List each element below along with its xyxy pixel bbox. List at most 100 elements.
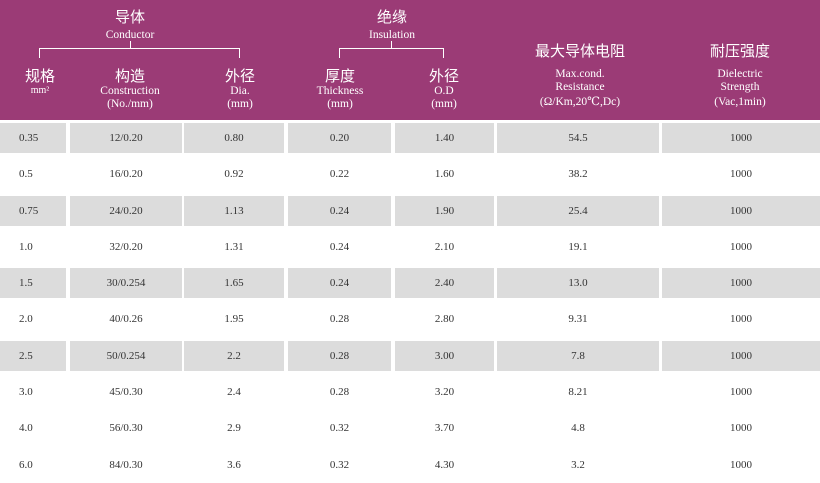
cell-resistance: 13.0	[497, 268, 659, 299]
col-resistance-zh: 最大导体电阻	[534, 44, 625, 60]
col-dia-en: Dia.	[230, 85, 250, 97]
cell-od: 4.30	[434, 458, 455, 471]
table-row: 1.0 32/0.20 1.31 0.24 2.10 19.1 1000	[0, 229, 820, 265]
col-strength-en1: Dielectric	[717, 68, 763, 80]
cell-od: 3.00	[395, 340, 494, 371]
conductor-group-title-en: Conductor	[105, 29, 155, 41]
cell-dia: 1.65	[184, 268, 284, 299]
table-header: 导体 Conductor 绝缘 Insulation 规格 mm² 构造 Con…	[0, 0, 820, 120]
cell-strength: 1000	[730, 386, 752, 399]
cell-thickness: 0.32	[329, 458, 350, 471]
table-body: 0.35 12/0.20 0.80 0.20 1.40 54.5 1000 0.…	[0, 120, 820, 483]
col-thickness-en: Thickness	[316, 85, 364, 97]
cell-resistance: 9.31	[568, 313, 588, 326]
cell-resistance: 38.2	[568, 168, 588, 181]
col-construction-unit: (No./mm)	[107, 98, 153, 110]
cell-construction: 56/0.30	[109, 422, 143, 435]
conductor-bracket	[39, 48, 240, 58]
conductor-group-title-zh: 导体	[114, 10, 145, 26]
cell-construction: 45/0.30	[109, 386, 143, 399]
cell-resistance: 4.8	[571, 422, 585, 435]
conductor-bracket-stem	[130, 41, 131, 48]
cell-dia: 2.9	[227, 422, 241, 435]
insulation-bracket	[339, 48, 444, 58]
cell-resistance: 8.21	[568, 386, 588, 399]
cell-size: 2.0	[19, 313, 33, 326]
cell-size: 1.0	[19, 240, 33, 253]
table-row: 4.0 56/0.30 2.9 0.32 3.70 4.8 1000	[0, 410, 820, 446]
cell-resistance: 19.1	[568, 240, 588, 253]
cell-construction: 12/0.20	[70, 123, 182, 153]
table-row: 6.0 84/0.30 3.6 0.32 4.30 3.2 1000	[0, 447, 820, 483]
cell-construction: 16/0.20	[109, 168, 143, 181]
col-resistance-unit: (Ω/Km,20℃,Dc)	[539, 96, 621, 108]
cell-construction: 40/0.26	[109, 313, 143, 326]
cell-resistance: 3.2	[571, 458, 585, 471]
cell-dia: 2.4	[227, 386, 241, 399]
col-od-zh: 外径	[428, 69, 459, 85]
table-row: 3.0 45/0.30 2.4 0.28 3.20 8.21 1000	[0, 374, 820, 410]
cell-size: 1.5	[0, 268, 66, 299]
cell-size: 3.0	[19, 386, 33, 399]
cell-od: 3.20	[434, 386, 455, 399]
cell-strength: 1000	[730, 168, 752, 181]
cell-dia: 0.92	[224, 168, 244, 181]
table-row: 0.35 12/0.20 0.80 0.20 1.40 54.5 1000	[0, 120, 820, 156]
cell-od: 1.90	[395, 195, 494, 226]
cell-size: 4.0	[19, 422, 33, 435]
col-dia-zh: 外径	[224, 69, 255, 85]
cell-strength: 1000	[730, 458, 752, 471]
cell-thickness: 0.28	[329, 313, 350, 326]
col-construction-zh: 构造	[114, 69, 145, 85]
col-od-en: O.D	[434, 85, 454, 97]
cell-size: 2.5	[0, 340, 66, 371]
col-od-unit: (mm)	[431, 98, 457, 110]
cell-size: 6.0	[19, 458, 33, 471]
cell-thickness: 0.28	[288, 340, 391, 371]
cell-thickness: 0.32	[329, 422, 350, 435]
cell-resistance: 25.4	[497, 195, 659, 226]
insulation-group-title-zh: 绝缘	[376, 10, 407, 26]
cell-dia: 1.31	[224, 240, 244, 253]
col-size-unit: mm²	[30, 85, 50, 96]
cell-construction: 24/0.20	[70, 195, 182, 226]
cell-thickness: 0.20	[288, 123, 391, 153]
cell-strength: 1000	[662, 195, 820, 226]
cell-od: 3.70	[434, 422, 455, 435]
cell-construction: 30/0.254	[70, 268, 182, 299]
cell-od: 2.10	[434, 240, 455, 253]
cell-strength: 1000	[730, 240, 752, 253]
table-row: 0.5 16/0.20 0.92 0.22 1.60 38.2 1000	[0, 156, 820, 192]
cell-thickness: 0.24	[329, 240, 350, 253]
col-size-zh: 规格	[24, 69, 55, 85]
col-resistance-en2: Resistance	[555, 81, 605, 93]
cell-dia: 1.95	[224, 313, 244, 326]
insulation-bracket-stem	[391, 41, 392, 48]
cell-dia: 0.80	[184, 123, 284, 153]
cell-strength: 1000	[662, 268, 820, 299]
cell-size: 0.75	[0, 195, 66, 226]
cell-thickness: 0.24	[288, 268, 391, 299]
table-row: 0.75 24/0.20 1.13 0.24 1.90 25.4 1000	[0, 193, 820, 229]
cell-thickness: 0.28	[329, 386, 350, 399]
cell-od: 2.40	[395, 268, 494, 299]
cell-strength: 1000	[730, 422, 752, 435]
cell-strength: 1000	[662, 123, 820, 153]
cell-strength: 1000	[662, 340, 820, 371]
insulation-group-title-en: Insulation	[369, 29, 415, 41]
col-thickness-unit: (mm)	[327, 98, 353, 110]
table-row: 2.0 40/0.26 1.95 0.28 2.80 9.31 1000	[0, 301, 820, 337]
cell-size: 0.5	[19, 168, 33, 181]
col-strength-unit: (Vac,1min)	[714, 96, 766, 108]
cell-dia: 2.2	[184, 340, 284, 371]
table-row: 2.5 50/0.254 2.2 0.28 3.00 7.8 1000	[0, 338, 820, 374]
cell-od: 2.80	[434, 313, 455, 326]
cell-size: 0.35	[0, 123, 66, 153]
cell-construction: 84/0.30	[109, 458, 143, 471]
cell-resistance: 54.5	[497, 123, 659, 153]
cell-dia: 3.6	[227, 458, 241, 471]
col-strength-zh: 耐压强度	[709, 44, 770, 60]
col-resistance-en1: Max.cond.	[555, 68, 605, 80]
cell-strength: 1000	[730, 313, 752, 326]
cell-resistance: 7.8	[497, 340, 659, 371]
